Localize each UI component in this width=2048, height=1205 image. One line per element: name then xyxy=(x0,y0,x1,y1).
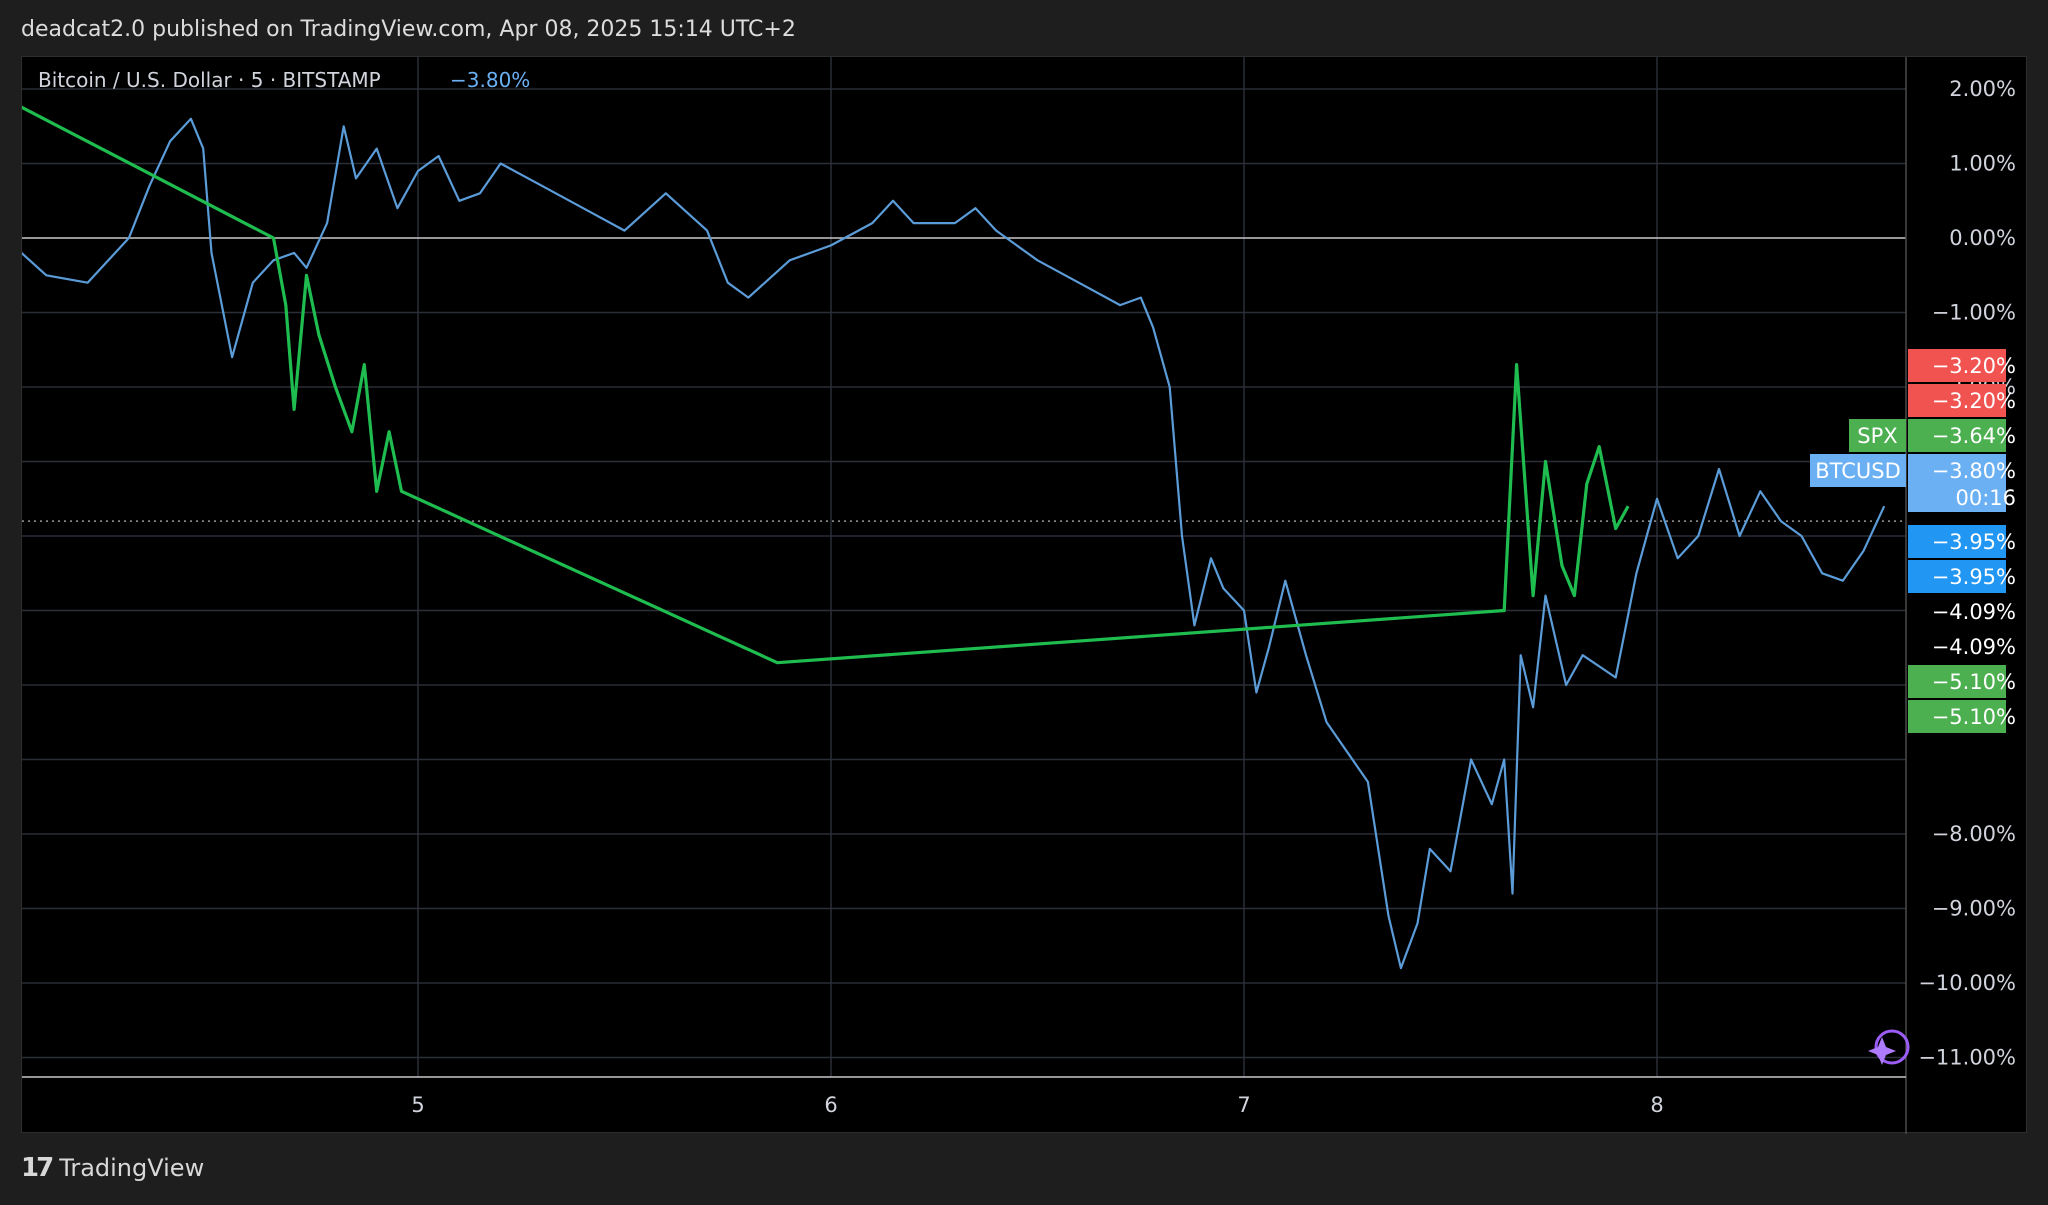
y-tick-label: 1.00% xyxy=(1949,152,2016,176)
x-tick-label: 7 xyxy=(1237,1093,1250,1117)
price-badge-label: −3.95% xyxy=(1932,565,2016,589)
legend-symbol: Bitcoin / U.S. Dollar · 5 · BITSTAMP xyxy=(38,68,381,92)
x-tick-label: 5 xyxy=(411,1093,424,1117)
price-badge-label: −3.80% xyxy=(1932,459,2016,483)
price-badge-label: −3.95% xyxy=(1932,530,2016,554)
symbol-tag-label: SPX xyxy=(1857,424,1897,448)
y-tick-label: −8.00% xyxy=(1932,822,2016,846)
price-badge-label: −5.10% xyxy=(1932,705,2016,729)
y-tick-label: 2.00% xyxy=(1949,77,2016,101)
x-tick-label: 6 xyxy=(824,1093,837,1117)
sparkle-star xyxy=(1868,1037,1896,1065)
y-tick-label: −10.00% xyxy=(1918,971,2016,995)
symbol-tag xyxy=(1810,454,1906,487)
series-line-btcusd[interactable] xyxy=(22,117,1886,970)
y-tick-label: −1.00% xyxy=(1932,301,2016,325)
brand-name: TradingView xyxy=(59,1154,205,1182)
x-tick-label: 8 xyxy=(1650,1093,1663,1117)
series-line-spx[interactable] xyxy=(22,82,1630,665)
price-badge xyxy=(1908,525,2006,558)
price-badge xyxy=(1908,384,2006,417)
price-badge-label: −3.64% xyxy=(1932,424,2016,448)
sparkle-ring xyxy=(1874,1029,1910,1065)
price-badge-label: −5.10% xyxy=(1932,670,2016,694)
price-badge xyxy=(1908,665,2006,698)
price-badge-label: −4.09% xyxy=(1932,600,2016,624)
symbol-tag xyxy=(1849,419,1906,452)
price-badge-label: −3.20% xyxy=(1932,389,2016,413)
y-tick-label: −11.00% xyxy=(1918,1046,2016,1070)
price-badge-countdown: 00:16 xyxy=(1955,486,2016,510)
legend-change: −3.80% xyxy=(450,68,530,92)
price-badge xyxy=(1908,454,2006,512)
published-header: deadcat2.0 published on TradingView.com,… xyxy=(21,17,796,42)
footer: 17 TradingView xyxy=(21,1150,204,1186)
chart-canvas[interactable]: Bitcoin / U.S. Dollar · 5 · BITSTAMP −3.8… xyxy=(22,57,2028,1134)
y-tick-label: −9.00% xyxy=(1932,897,2016,921)
y-tick-label: 0.00% xyxy=(1949,226,2016,250)
symbol-tag-label: BTCUSD xyxy=(1815,459,1901,483)
price-badge xyxy=(1908,349,2006,382)
tradingview-logo-icon: 17 xyxy=(21,1153,54,1183)
price-badge xyxy=(1908,419,2006,452)
chart-frame[interactable]: Bitcoin / U.S. Dollar · 5 · BITSTAMP −3.8… xyxy=(21,56,2028,1134)
sparkle-icon[interactable] xyxy=(1868,1029,1910,1065)
price-badge xyxy=(1908,700,2006,733)
price-badge-label: −4.09% xyxy=(1932,635,2016,659)
price-badge-label: −3.20% xyxy=(1932,354,2016,378)
price-badge xyxy=(1908,560,2006,593)
